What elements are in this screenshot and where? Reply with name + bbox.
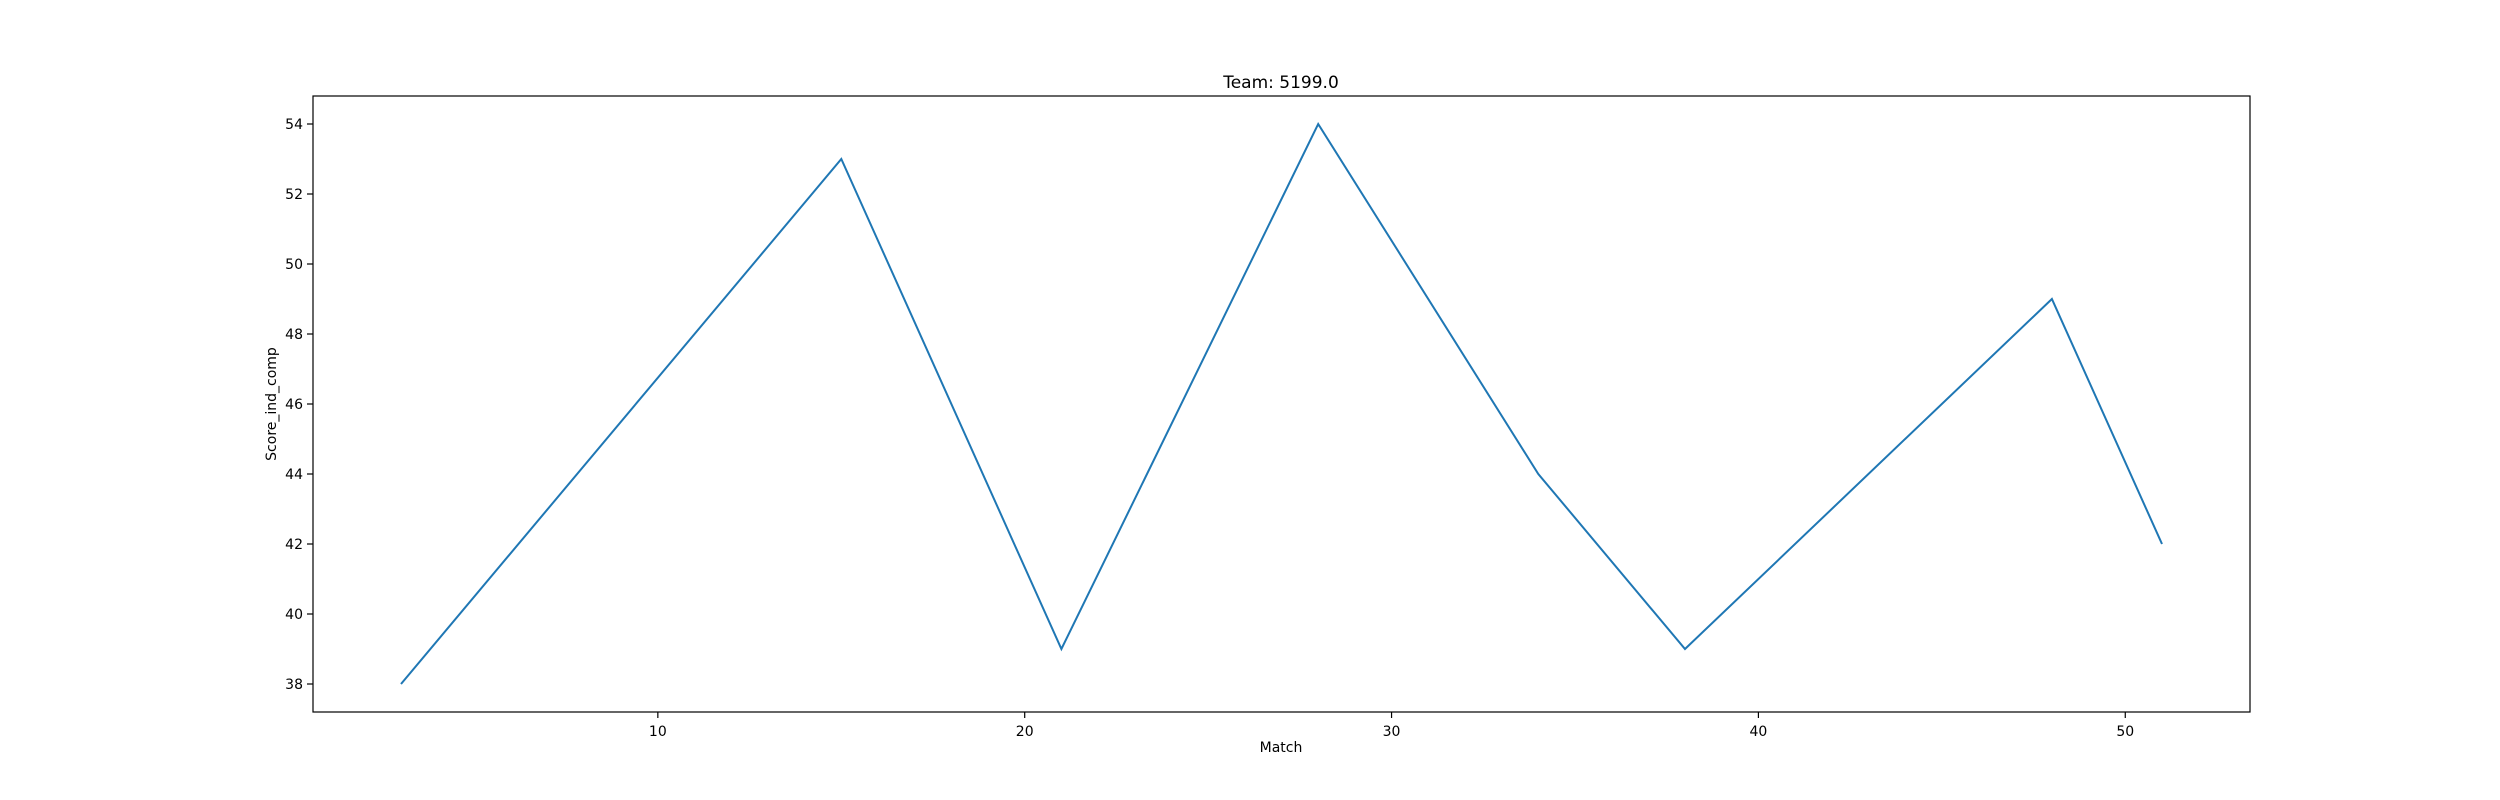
data-point — [1317, 123, 1319, 125]
y-axis: 38 40 42 44 46 48 50 52 54 — [285, 117, 313, 693]
data-point — [1684, 648, 1686, 650]
data-point — [2051, 298, 2053, 300]
data-point — [1537, 473, 1539, 475]
data-point — [400, 683, 402, 685]
y-tick-label: 46 — [285, 397, 303, 413]
y-tick-label: 52 — [285, 187, 303, 203]
x-tick-label: 50 — [2116, 724, 2134, 740]
axes-frame — [312, 95, 2251, 713]
y-tick-label: 38 — [285, 677, 303, 693]
y-axis-label: Score_ind_comp — [264, 347, 280, 461]
data-point — [2161, 543, 2163, 545]
y-tick-label: 44 — [285, 467, 303, 483]
x-axis: 10 20 30 40 50 — [649, 712, 2134, 740]
x-axis-label: Match — [1260, 740, 1303, 756]
y-tick-label: 40 — [285, 607, 303, 623]
y-tick-label: 50 — [285, 257, 303, 273]
data-point — [1060, 648, 1062, 650]
y-tick-label: 42 — [285, 537, 303, 553]
y-tick-label: 54 — [285, 117, 303, 133]
series-line — [400, 121, 2163, 685]
x-tick-label: 20 — [1016, 724, 1034, 740]
data-point — [840, 158, 842, 160]
chart-title: Team: 5199.0 — [1222, 73, 1339, 93]
x-tick-label: 10 — [649, 724, 667, 740]
y-tick-label: 48 — [285, 327, 303, 343]
x-tick-label: 30 — [1383, 724, 1401, 740]
plot-area — [400, 121, 2163, 685]
x-tick-label: 40 — [1749, 724, 1767, 740]
